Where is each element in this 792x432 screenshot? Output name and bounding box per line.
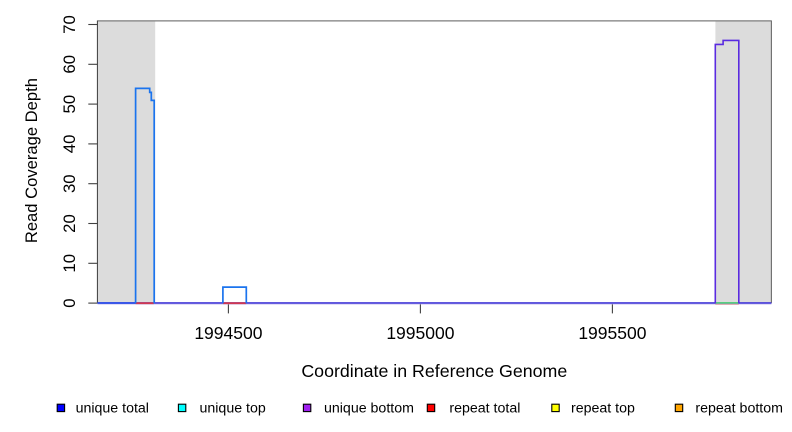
svg-text:Read Coverage Depth: Read Coverage Depth xyxy=(22,78,41,243)
svg-text:1994500: 1994500 xyxy=(194,323,262,343)
svg-text:1995500: 1995500 xyxy=(578,323,646,343)
svg-text:60: 60 xyxy=(60,55,79,74)
svg-text:unique bottom: unique bottom xyxy=(324,401,414,417)
svg-text:unique top: unique top xyxy=(200,401,266,417)
svg-text:Coordinate in Reference Genome: Coordinate in Reference Genome xyxy=(301,361,567,381)
svg-text:0: 0 xyxy=(60,298,79,307)
svg-text:repeat bottom: repeat bottom xyxy=(695,401,783,417)
svg-text:10: 10 xyxy=(60,254,79,273)
svg-text:unique total: unique total xyxy=(76,401,149,417)
svg-text:30: 30 xyxy=(60,174,79,193)
svg-text:repeat top: repeat top xyxy=(571,401,635,417)
svg-text:50: 50 xyxy=(60,95,79,114)
svg-text:70: 70 xyxy=(60,15,79,34)
svg-text:1995000: 1995000 xyxy=(386,323,454,343)
svg-text:20: 20 xyxy=(60,214,79,233)
svg-text:40: 40 xyxy=(60,135,79,154)
svg-text:repeat total: repeat total xyxy=(449,401,520,417)
